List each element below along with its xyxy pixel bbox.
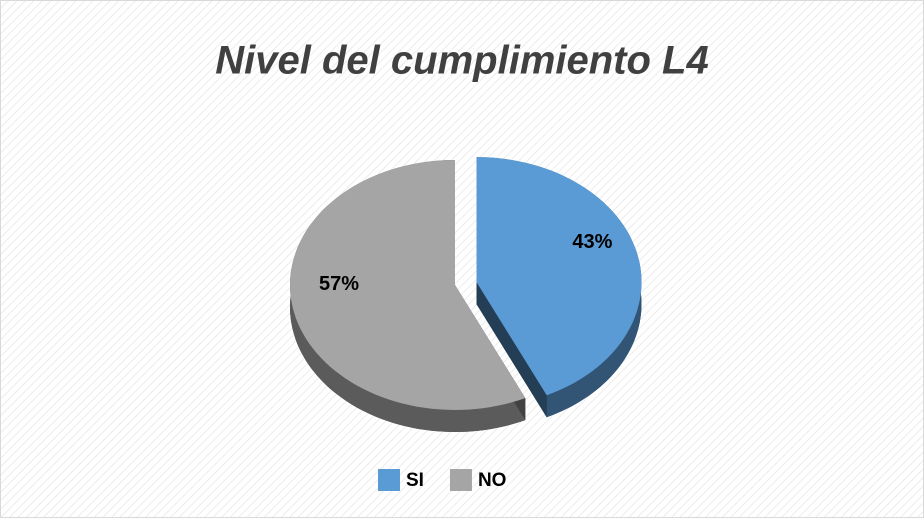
legend: SI NO [378,469,506,491]
pie-slice [476,157,642,396]
legend-swatch [449,469,472,491]
data-label: 57% [319,273,359,295]
pie: 43% 57% [290,157,642,432]
legend-swatch [378,469,400,491]
data-label: 43% [572,231,612,253]
slice-edge [476,282,547,418]
chart-title: Nivel del cumplimiento L4 [215,39,708,83]
legend-label: NO [478,470,507,491]
legend-label: SI [406,470,424,491]
pie-slice [290,160,526,410]
